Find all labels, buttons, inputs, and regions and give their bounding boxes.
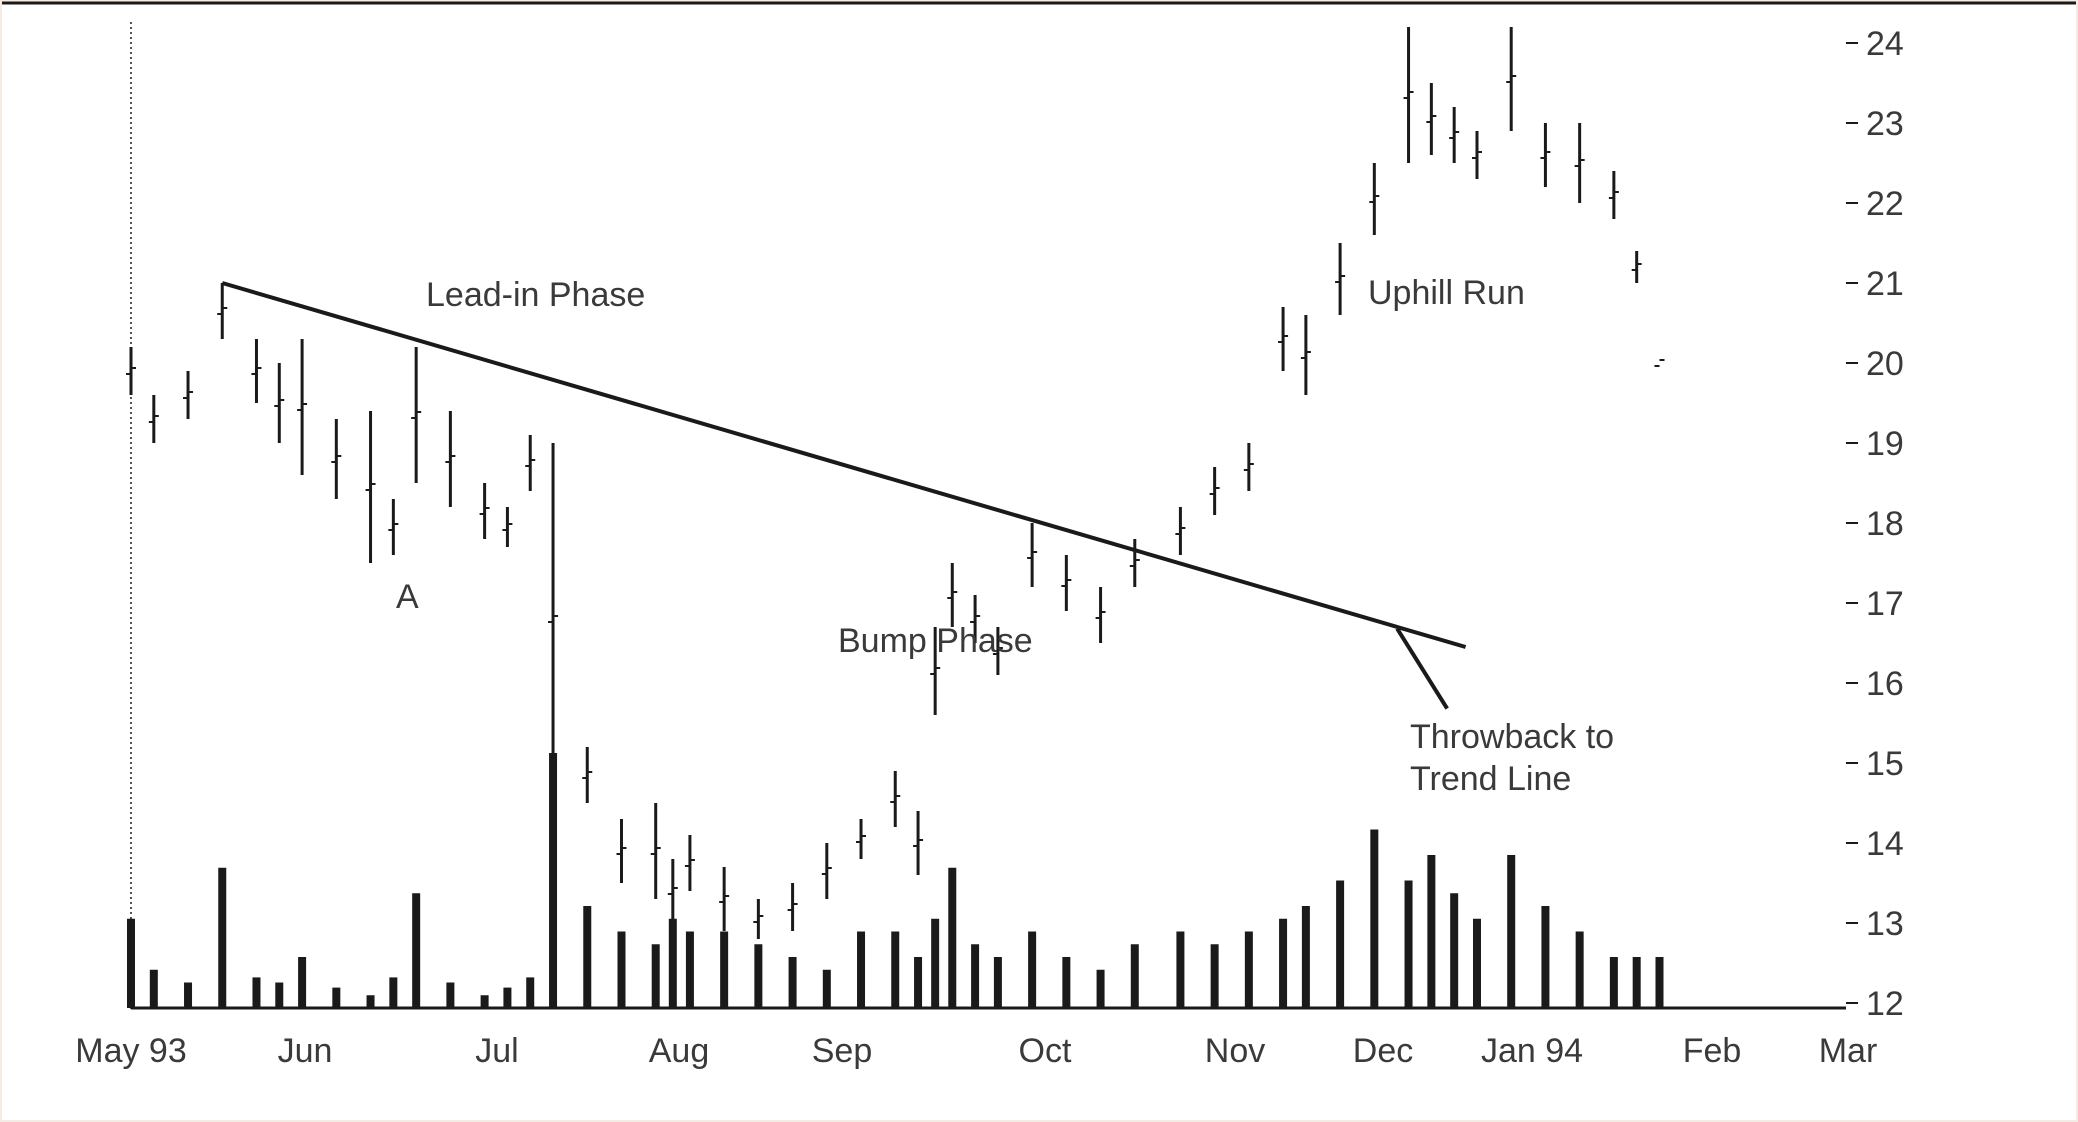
volume-bar xyxy=(412,893,421,1008)
volume-bar xyxy=(1062,957,1071,1008)
volume-bar xyxy=(971,944,980,1008)
volume-bar xyxy=(298,957,307,1008)
x-tick-label: Sep xyxy=(812,1032,873,1070)
y-tick-label: 14 xyxy=(1866,825,1904,863)
y-tick-label: 22 xyxy=(1866,185,1904,223)
volume-bar xyxy=(651,944,660,1008)
volume-bar xyxy=(446,982,455,1008)
volume-bar xyxy=(788,957,797,1008)
y-tick-label: 18 xyxy=(1866,505,1904,543)
x-tick-label: May 93 xyxy=(75,1032,187,1070)
y-axis: 24 23 22 21 20 19 18 17 16 15 14 13 12 xyxy=(1846,25,1904,1023)
y-tick-label: 24 xyxy=(1866,25,1904,63)
volume-bar xyxy=(948,867,957,1008)
volume-bar xyxy=(720,931,729,1008)
volume-bar xyxy=(1176,931,1185,1008)
volume-bar xyxy=(1575,931,1584,1008)
y-tick-label: 23 xyxy=(1866,105,1904,143)
y-tick-label: 19 xyxy=(1866,425,1904,463)
throwback-pointer-line xyxy=(1395,627,1449,710)
x-tick-label: Jul xyxy=(475,1032,518,1070)
x-tick-label: Aug xyxy=(649,1032,710,1070)
y-tick-label: 13 xyxy=(1866,905,1904,943)
volume-bar xyxy=(1336,880,1345,1008)
volume-bar xyxy=(1541,906,1550,1008)
volume-bar xyxy=(1450,893,1459,1008)
volume-bar xyxy=(480,995,489,1008)
volume-bar xyxy=(549,753,558,1008)
volume-bar xyxy=(891,931,900,1008)
annotation-lead-in-phase: Lead-in Phase xyxy=(426,276,645,314)
y-tick-label: 17 xyxy=(1866,585,1904,623)
volume-bar xyxy=(617,931,626,1008)
volume-bar xyxy=(822,969,831,1008)
x-tick-label: Dec xyxy=(1353,1032,1413,1070)
annotation-uphill-run: Uphill Run xyxy=(1368,274,1525,312)
volume-bar xyxy=(1130,944,1139,1008)
volume-bar xyxy=(1244,931,1253,1008)
volume-bar xyxy=(1370,829,1379,1008)
volume-bar xyxy=(1301,906,1310,1008)
volume-bar xyxy=(914,957,923,1008)
volume-bar xyxy=(1609,957,1618,1008)
volume-bar xyxy=(1632,957,1641,1008)
volume-bar xyxy=(149,969,158,1008)
volume-bar xyxy=(252,977,261,1008)
x-tick-label: Nov xyxy=(1205,1032,1265,1070)
annotation-bump-phase: Bump Phase xyxy=(838,622,1033,660)
annotation-throwback-line2: Trend Line xyxy=(1410,760,1571,798)
price-bars xyxy=(126,27,1665,939)
y-tick-label: 15 xyxy=(1866,745,1904,783)
annotation-throwback-line1: Throwback to xyxy=(1410,718,1614,756)
volume-bar xyxy=(526,977,535,1008)
volume-bar xyxy=(366,995,375,1008)
volume-bar xyxy=(583,906,592,1008)
volume-bar xyxy=(1096,969,1105,1008)
trend-line xyxy=(221,281,1467,649)
x-tick-label: Oct xyxy=(1019,1032,1072,1070)
volume-bar xyxy=(275,982,284,1008)
volume-bar xyxy=(1472,918,1481,1008)
volume-bar xyxy=(1279,918,1288,1008)
y-tick-label: 20 xyxy=(1866,345,1904,383)
volume-bar xyxy=(184,982,193,1008)
x-tick-label: Jan 94 xyxy=(1481,1032,1583,1070)
volume-bar xyxy=(754,944,763,1008)
volume-bar xyxy=(685,931,694,1008)
volume-bar xyxy=(389,977,398,1008)
volume-bar xyxy=(1404,880,1413,1008)
x-axis: May 93 Jun Jul Aug Sep Oct Nov Dec Jan 94 Feb Mar xyxy=(75,1032,1877,1070)
x-tick-label: Jun xyxy=(278,1032,333,1070)
volume-bar xyxy=(218,867,227,1008)
y-tick-label: 16 xyxy=(1866,665,1904,703)
volume-bar xyxy=(332,987,341,1008)
volume-bar xyxy=(1507,855,1516,1008)
volume-bar xyxy=(993,957,1002,1008)
volume-bar xyxy=(857,931,866,1008)
volume-bar xyxy=(503,987,512,1008)
y-tick-label: 12 xyxy=(1866,985,1904,1023)
volume-bars xyxy=(127,753,1846,1010)
volume-bar xyxy=(127,918,135,1008)
volume-bar xyxy=(1427,855,1436,1008)
x-tick-label: Feb xyxy=(1683,1032,1742,1070)
volume-bar xyxy=(1210,944,1219,1008)
volume-bar xyxy=(668,918,677,1008)
volume-bar xyxy=(1028,931,1037,1008)
volume-bar xyxy=(1655,957,1664,1008)
y-tick-label: 21 xyxy=(1866,265,1904,303)
volume-bar xyxy=(931,918,940,1008)
annotation-point-a: A xyxy=(396,578,419,616)
x-tick-label: Mar xyxy=(1819,1032,1878,1070)
